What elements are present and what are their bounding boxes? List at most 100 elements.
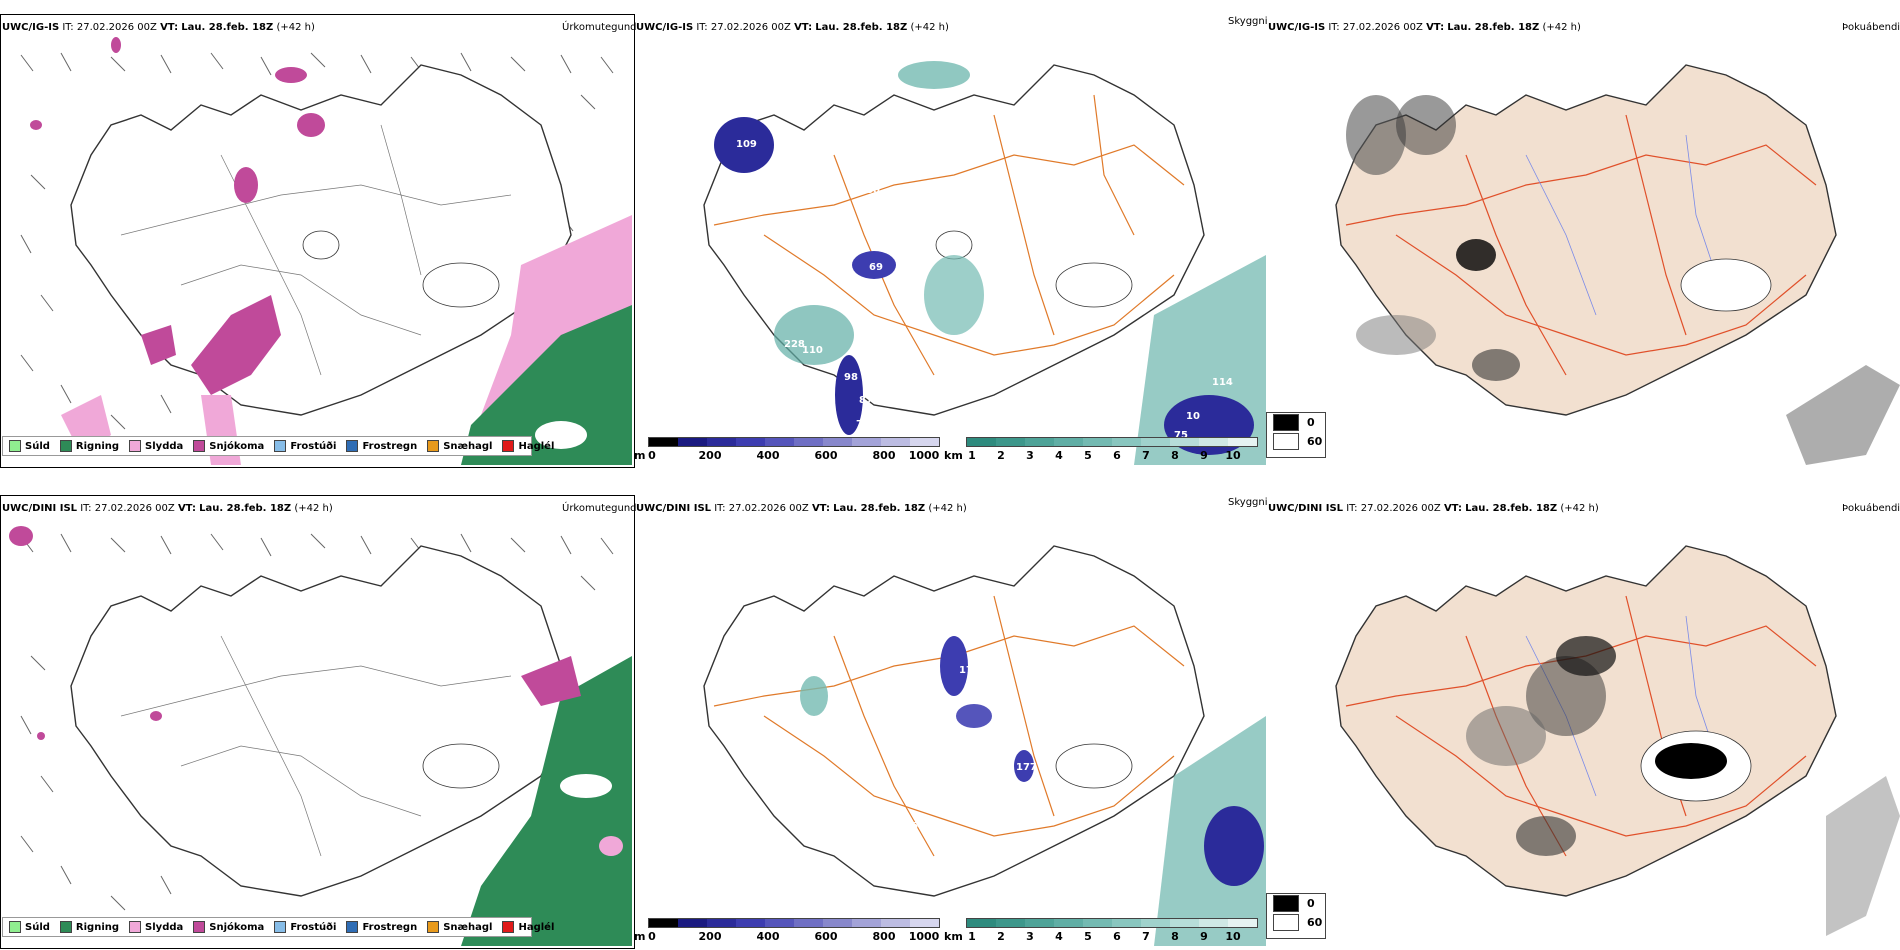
- colorbar-swatch: [765, 438, 794, 446]
- colorbar-swatch: [678, 919, 707, 927]
- legend-item: Súld: [9, 440, 50, 452]
- legend-swatch: [274, 440, 287, 452]
- roads: [713, 94, 1185, 376]
- colorbar-swatch: [967, 438, 996, 446]
- legend-item: Slydda: [129, 440, 183, 452]
- legend-item: Slydda: [129, 921, 183, 933]
- vis-value-label: 22: [892, 703, 906, 714]
- colorbar-swatch: [794, 438, 823, 446]
- fog-map-bottom: [1335, 545, 1900, 936]
- rivers: [1525, 134, 1717, 316]
- colorbar-tick: 200: [698, 449, 722, 462]
- colorbar-tick: 5: [1084, 449, 1092, 462]
- panel-title: UWC/IG-IS IT: 27.02.2026 00Z VT: Lau. 28…: [2, 22, 315, 33]
- colorbar-swatch: [1199, 438, 1228, 446]
- colorbar-swatch: [736, 919, 765, 927]
- colorbar-tick: 800: [872, 930, 896, 943]
- legend-item: Haglél: [502, 440, 554, 452]
- vis-value-label: 69: [869, 262, 883, 273]
- legend-swatch: [9, 921, 21, 933]
- ceiling-colorbar-bottom: m 0 200 400 600 800 1000: [634, 918, 944, 944]
- roads: [120, 124, 512, 376]
- colorbar-swatch: [649, 438, 678, 446]
- vis-value-label: 94: [722, 415, 736, 426]
- colorbar-swatch: [1170, 438, 1199, 446]
- panel-name: Þokuábendi: [1842, 503, 1900, 514]
- colorbar-tick: 3: [1026, 449, 1034, 462]
- visibility-colorbar-top: km 1 2 3 4 5 6 7 8 9 10: [944, 437, 1264, 463]
- colorbar-tick: 7: [1142, 449, 1150, 462]
- colorbar-unit: m: [634, 930, 646, 943]
- colorbar-tick: 200: [698, 930, 722, 943]
- colorbar-tick: 6: [1113, 930, 1121, 943]
- colorbar-swatch: [996, 438, 1025, 446]
- legend-item: Frostúði: [274, 921, 336, 933]
- colorbar-swatch: [1112, 919, 1141, 927]
- colorbar-tick: 8: [1171, 930, 1179, 943]
- vis-value-label: 75: [1174, 430, 1188, 441]
- precip-legend-top: Súld Rigning Slydda Snjókoma Frostúði Fr…: [2, 436, 554, 456]
- colorbar-swatch: [1112, 438, 1141, 446]
- colorbar-tick: 1000: [908, 930, 940, 943]
- colorbar-swatch: [1141, 438, 1170, 446]
- colorbar-unit: m: [634, 449, 646, 462]
- panel-title: UWC/IG-IS IT: 27.02.2026 00Z VT: Lau. 28…: [636, 22, 949, 33]
- legend-swatch: [427, 440, 440, 452]
- colorbar-swatch: [1199, 919, 1228, 927]
- vis-value-label: 99: [814, 242, 828, 253]
- visibility-colorbar-bottom: km 1 2 3 4 5 6 7 8 9 10: [944, 918, 1264, 944]
- colorbar-swatch: [707, 438, 736, 446]
- fog-key-row: 0: [1267, 413, 1325, 432]
- panel-title: UWC/DINI ISL IT: 27.02.2026 00Z VT: Lau.…: [636, 503, 967, 514]
- legend-item: Rigning: [59, 440, 119, 452]
- colorbar-strip: [648, 918, 940, 928]
- legend-item: Rigning: [59, 921, 119, 933]
- legend-swatch: [9, 440, 21, 452]
- legend-swatch: [274, 921, 287, 933]
- colorbar-swatch: [910, 919, 939, 927]
- legend-swatch: [502, 440, 515, 452]
- colorbar-tick: 400: [756, 449, 780, 462]
- vis-value-label: 17: [959, 665, 973, 676]
- fog-key-top: 0 60: [1266, 412, 1326, 458]
- fog-key-row: 60: [1267, 432, 1325, 451]
- colorbar-swatch: [823, 919, 852, 927]
- fog-key-row: 60: [1267, 913, 1325, 932]
- colorbar-swatch: [852, 438, 881, 446]
- colorbar-strip: [966, 437, 1258, 447]
- colorbar-tick: 3: [1026, 930, 1034, 943]
- colorbar-swatch: [996, 919, 1025, 927]
- colorbar-swatch: [823, 438, 852, 446]
- colorbar-swatch: [1083, 919, 1112, 927]
- colorbar-tick: 10: [1225, 930, 1241, 943]
- visibility-map-bottom: 17 22 11 177 16: [703, 545, 1266, 946]
- legend-swatch: [129, 921, 142, 933]
- legend-swatch: [59, 921, 72, 933]
- panel-title: UWC/IG-IS IT: 27.02.2026 00Z VT: Lau. 28…: [1268, 22, 1581, 33]
- ceiling-colorbar-top: m 0 200 400 600 800 1000: [634, 437, 944, 463]
- vis-value-label: 79: [856, 419, 870, 430]
- colorbar-tick: 9: [1200, 449, 1208, 462]
- legend-item: Snjókoma: [193, 440, 264, 452]
- colorbar-swatch: [736, 438, 765, 446]
- legend-item: Frostúði: [274, 440, 336, 452]
- colorbar-swatch: [678, 438, 707, 446]
- colorbar-tick: 7: [1142, 930, 1150, 943]
- roads: [1345, 114, 1817, 376]
- colorbar-swatch: [910, 438, 939, 446]
- colorbar-strip: [966, 918, 1258, 928]
- fog-map-top: [1335, 64, 1900, 465]
- colorbar-tick: 400: [756, 930, 780, 943]
- precip-type-map-top: [20, 37, 632, 465]
- vis-value-label: 11: [829, 227, 843, 238]
- panel-name: Skyggni: [1228, 16, 1268, 27]
- colorbar-tick: 800: [872, 449, 896, 462]
- fog-key-swatch: [1273, 414, 1299, 431]
- legend-swatch: [129, 440, 142, 452]
- colorbar-tick: 600: [814, 930, 838, 943]
- colorbar-tick: 600: [814, 449, 838, 462]
- legend-swatch: [502, 921, 515, 933]
- colorbar-swatch: [1025, 438, 1054, 446]
- colorbar-tick: 6: [1113, 449, 1121, 462]
- colorbar-unit: km: [944, 449, 963, 462]
